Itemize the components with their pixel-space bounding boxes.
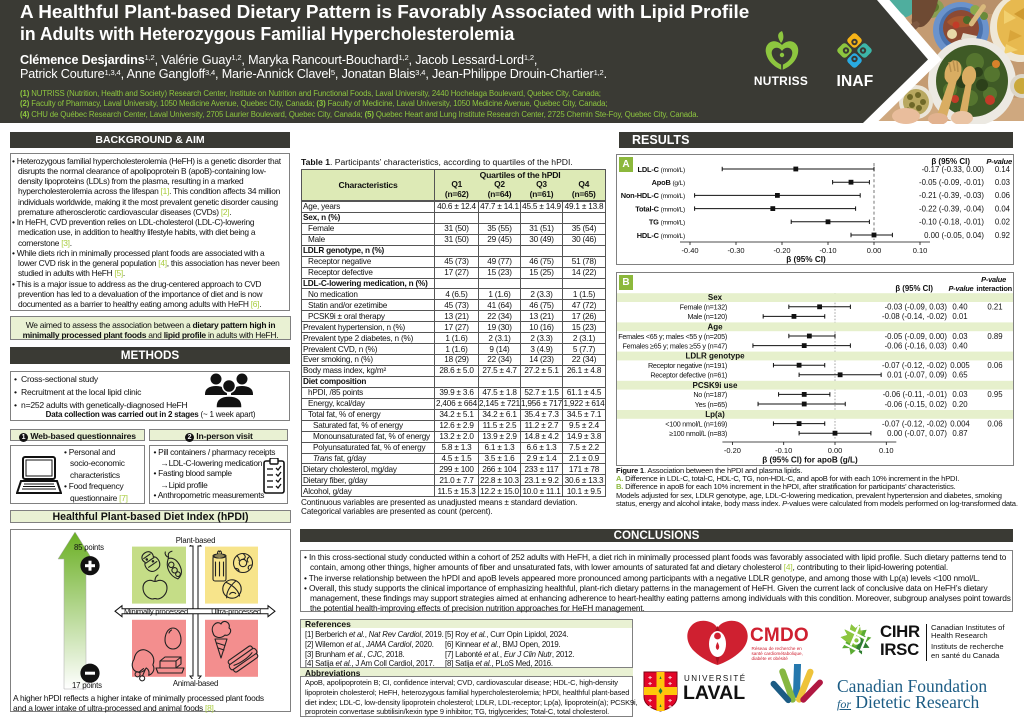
svg-text:β (95% CI): β (95% CI) bbox=[895, 284, 933, 293]
svg-text:0.02: 0.02 bbox=[995, 218, 1010, 227]
svg-text:-0.06 (-0.16, 0.03): -0.06 (-0.16, 0.03) bbox=[885, 341, 948, 350]
svg-text:0.10: 0.10 bbox=[879, 446, 894, 455]
svg-text:-0.21 (-0.39, -0.03): -0.21 (-0.39, -0.03) bbox=[919, 191, 984, 200]
svg-text:P-value: P-value bbox=[986, 157, 1013, 166]
svg-text:0.01: 0.01 bbox=[952, 312, 967, 321]
svg-text:0.95: 0.95 bbox=[987, 390, 1003, 399]
svg-text:Yes (n=65): Yes (n=65) bbox=[695, 400, 727, 409]
svg-text:✣: ✣ bbox=[648, 681, 652, 686]
svg-text:0.03: 0.03 bbox=[952, 390, 967, 399]
svg-text:✣: ✣ bbox=[648, 675, 652, 680]
svg-text:β (95% CI) for apoB (g/L): β (95% CI) for apoB (g/L) bbox=[762, 455, 858, 464]
svg-text:Females ≥65 y; males ≥55 y (n=: Females ≥65 y; males ≥55 y (n=47) bbox=[622, 341, 727, 350]
svg-text:-0.10: -0.10 bbox=[819, 246, 836, 255]
svg-text:0.00: 0.00 bbox=[867, 246, 882, 255]
svg-text:✣: ✣ bbox=[668, 698, 672, 703]
svg-text:P-value: P-value bbox=[981, 275, 1006, 284]
svg-text:Age: Age bbox=[707, 322, 723, 331]
svg-text:Lp(a): Lp(a) bbox=[705, 410, 725, 419]
svg-text:HDL-C (mmol/L): HDL-C (mmol/L) bbox=[637, 231, 685, 240]
svg-text:0.03: 0.03 bbox=[995, 178, 1010, 187]
svg-text:-0.20: -0.20 bbox=[724, 446, 741, 455]
svg-text:0.004: 0.004 bbox=[950, 419, 970, 428]
svg-text:✣: ✣ bbox=[668, 675, 672, 680]
svg-text:0.00 (-0.07, 0.07): 0.00 (-0.07, 0.07) bbox=[887, 429, 947, 438]
svg-text:-0.10: -0.10 bbox=[775, 446, 792, 455]
svg-text:0.10: 0.10 bbox=[913, 246, 928, 255]
svg-text:0.04: 0.04 bbox=[995, 204, 1011, 213]
svg-text:✣: ✣ bbox=[648, 698, 652, 703]
svg-text:LDLR genotype: LDLR genotype bbox=[685, 351, 745, 360]
svg-text:-0.06 (-0.15, 0.02): -0.06 (-0.15, 0.02) bbox=[885, 400, 948, 409]
svg-text:≥100 nmol/L (n=83): ≥100 nmol/L (n=83) bbox=[669, 429, 727, 438]
svg-text:<100 nmol/L (n=169): <100 nmol/L (n=169) bbox=[665, 419, 727, 428]
svg-text:0.00 (-0.05, 0.04): 0.00 (-0.05, 0.04) bbox=[924, 231, 984, 240]
svg-text:P-value: P-value bbox=[949, 284, 974, 293]
svg-text:0.92: 0.92 bbox=[995, 231, 1010, 240]
svg-text:Females <65 y; males <55 y (n=: Females <65 y; males <55 y (n=205) bbox=[618, 332, 727, 341]
svg-text:0.01 (-0.07, 0.09): 0.01 (-0.07, 0.09) bbox=[887, 370, 947, 379]
svg-text:✣: ✣ bbox=[668, 681, 672, 686]
svg-text:-0.30: -0.30 bbox=[727, 246, 744, 255]
svg-text:Non-HDL-C (mmol/L): Non-HDL-C (mmol/L) bbox=[621, 191, 685, 200]
svg-text:0.87: 0.87 bbox=[952, 429, 967, 438]
svg-text:No (n=187): No (n=187) bbox=[693, 390, 727, 399]
svg-text:-0.07 (-0.12, -0.02): -0.07 (-0.12, -0.02) bbox=[882, 361, 947, 370]
svg-text:-0.05 (-0.09, -0.01): -0.05 (-0.09, -0.01) bbox=[919, 178, 984, 187]
svg-text:LDL-C (mmol/L): LDL-C (mmol/L) bbox=[638, 165, 685, 174]
svg-text:-0.05 (-0.09, 0.00): -0.05 (-0.09, 0.00) bbox=[885, 332, 948, 341]
svg-text:Total-C (mmol/L): Total-C (mmol/L) bbox=[635, 204, 685, 213]
svg-text:interaction: interaction bbox=[976, 284, 1012, 293]
svg-text:Receptor defective (n=61): Receptor defective (n=61) bbox=[650, 370, 727, 379]
svg-text:0.40: 0.40 bbox=[952, 302, 968, 311]
svg-text:0.06: 0.06 bbox=[987, 419, 1002, 428]
svg-text:✣: ✣ bbox=[648, 704, 652, 709]
svg-text:-0.22 (-0.39, -0.04): -0.22 (-0.39, -0.04) bbox=[919, 204, 984, 213]
svg-text:-0.07 (-0.12, -0.02): -0.07 (-0.12, -0.02) bbox=[882, 419, 947, 428]
svg-text:ApoB (g/L): ApoB (g/L) bbox=[652, 178, 685, 187]
svg-text:-0.06 (-0.11, -0.01): -0.06 (-0.11, -0.01) bbox=[883, 390, 948, 399]
svg-text:0.20: 0.20 bbox=[952, 400, 968, 409]
svg-text:✣: ✣ bbox=[668, 704, 672, 709]
svg-text:0.21: 0.21 bbox=[987, 302, 1002, 311]
svg-text:-0.08 (-0.14, -0.02): -0.08 (-0.14, -0.02) bbox=[882, 312, 947, 321]
svg-text:Receptor negative (n=191): Receptor negative (n=191) bbox=[648, 361, 727, 370]
svg-text:Sex: Sex bbox=[708, 293, 723, 302]
svg-text:0.00: 0.00 bbox=[828, 446, 843, 455]
svg-text:Male (n=120): Male (n=120) bbox=[687, 312, 727, 321]
svg-text:0.89: 0.89 bbox=[987, 332, 1002, 341]
svg-text:TG (mmol/L): TG (mmol/L) bbox=[649, 218, 685, 227]
svg-text:PCSK9i use: PCSK9i use bbox=[693, 381, 738, 390]
svg-text:0.14: 0.14 bbox=[995, 165, 1011, 174]
svg-text:0.40: 0.40 bbox=[952, 341, 968, 350]
svg-text:-0.17 (-0.33, 0.00): -0.17 (-0.33, 0.00) bbox=[922, 165, 985, 174]
svg-text:β (95% CI): β (95% CI) bbox=[931, 157, 970, 166]
svg-text:0.65: 0.65 bbox=[952, 370, 968, 379]
svg-text:0.06: 0.06 bbox=[995, 191, 1010, 200]
svg-text:0.03: 0.03 bbox=[952, 332, 967, 341]
svg-text:0.005: 0.005 bbox=[950, 361, 970, 370]
svg-text:-0.03 (-0.09, 0.03): -0.03 (-0.09, 0.03) bbox=[885, 302, 948, 311]
svg-text:-0.40: -0.40 bbox=[681, 246, 698, 255]
svg-text:-0.10 (-0.18, -0.01): -0.10 (-0.18, -0.01) bbox=[919, 218, 984, 227]
svg-text:-0.20: -0.20 bbox=[773, 246, 790, 255]
svg-text:β (95% CI): β (95% CI) bbox=[786, 255, 826, 264]
svg-text:0.06: 0.06 bbox=[987, 361, 1002, 370]
svg-text:Female (n=132): Female (n=132) bbox=[680, 302, 727, 311]
